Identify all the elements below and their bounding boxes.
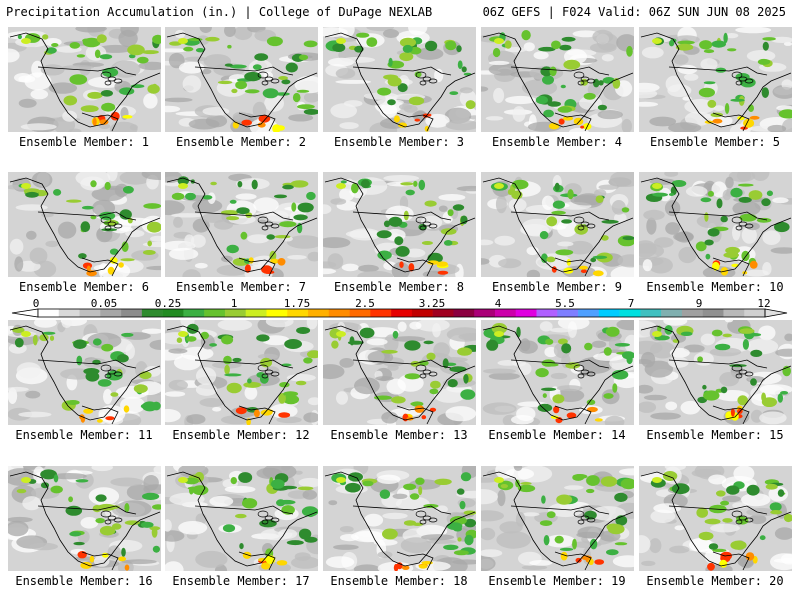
colorbar-tick-label: 4 <box>494 297 502 310</box>
colorbar-tick-label: 3.25 <box>418 297 446 310</box>
colorbar-tick-label: 0.05 <box>90 297 118 310</box>
ensemble-member-map <box>165 320 318 425</box>
member-label: Ensemble Member: 19 <box>488 574 626 588</box>
member-label: Ensemble Member: 15 <box>646 428 784 442</box>
colorbar-tick-label: 0.25 <box>154 297 182 310</box>
colorbar-swatch <box>38 309 60 317</box>
colorbar-tick-label: 1 <box>230 297 238 310</box>
colorbar-swatch <box>266 309 288 317</box>
colorbar-swatch <box>204 309 226 317</box>
colorbar-swatch <box>702 309 724 317</box>
member-label: Ensemble Member: 20 <box>646 574 784 588</box>
member-label: Ensemble Member: 12 <box>172 428 310 442</box>
colorbar-swatch <box>328 309 350 317</box>
colorbar-swatch <box>121 309 143 317</box>
colorbar-swatch <box>557 309 579 317</box>
ensemble-member-map <box>323 466 476 571</box>
ensemble-member-map <box>481 320 634 425</box>
colorbar-tick-label: 9 <box>695 297 703 310</box>
ensemble-member-map <box>323 27 476 132</box>
ensemble-member-map <box>323 320 476 425</box>
ensemble-member-map <box>639 27 792 132</box>
colorbar-swatch <box>744 309 766 317</box>
member-label: Ensemble Member: 4 <box>491 135 623 149</box>
member-label: Ensemble Member: 16 <box>15 574 153 588</box>
colorbar-swatch <box>58 309 80 317</box>
member-label: Ensemble Member: 14 <box>488 428 626 442</box>
ensemble-member-map <box>481 27 634 132</box>
ensemble-member-map <box>639 320 792 425</box>
colorbar-swatch <box>287 309 309 317</box>
colorbar-swatch <box>598 309 620 317</box>
member-label: Ensemble Member: 1 <box>18 135 150 149</box>
ensemble-member-map <box>8 320 161 425</box>
colorbar-swatch <box>661 309 683 317</box>
ensemble-member-map <box>481 172 634 277</box>
ensemble-member-map <box>165 466 318 571</box>
colorbar-swatch <box>578 309 600 317</box>
colorbar-swatch <box>681 309 703 317</box>
member-label: Ensemble Member: 2 <box>175 135 307 149</box>
colorbar-tick-label: 5.5 <box>555 297 575 310</box>
member-label: Ensemble Member: 17 <box>172 574 310 588</box>
colorbar-max-arrow <box>764 308 788 318</box>
colorbar-swatch <box>453 309 475 317</box>
member-label: Ensemble Member: 3 <box>333 135 465 149</box>
colorbar-tick-label: 0 <box>32 297 40 310</box>
colorbar-swatch <box>619 309 641 317</box>
ensemble-member-map <box>639 172 792 277</box>
colorbar-tick-label: 12 <box>757 297 771 310</box>
colorbar-swatch <box>723 309 745 317</box>
member-label: Ensemble Member: 18 <box>330 574 468 588</box>
colorbar-swatch <box>494 309 517 317</box>
member-label: Ensemble Member: 10 <box>646 280 784 294</box>
colorbar-swatch <box>536 309 558 317</box>
colorbar-swatch <box>308 309 330 317</box>
colorbar-swatch <box>141 309 163 317</box>
ensemble-member-map <box>8 466 161 571</box>
colorbar-swatch <box>100 309 122 317</box>
member-label: Ensemble Member: 13 <box>330 428 468 442</box>
ensemble-member-map <box>323 172 476 277</box>
ensemble-member-map <box>165 27 318 132</box>
colorbar-swatch <box>411 309 433 317</box>
colorbar-swatch <box>183 309 205 317</box>
member-label: Ensemble Member: 7 <box>175 280 307 294</box>
colorbar-min-arrow <box>11 308 39 318</box>
member-label: Ensemble Member: 9 <box>491 280 623 294</box>
ensemble-member-map <box>165 172 318 277</box>
colorbar-swatch <box>432 309 454 317</box>
colorbar-swatch <box>515 309 537 317</box>
colorbar-swatch <box>162 309 184 317</box>
colorbar-tick-label: 1.75 <box>283 297 311 310</box>
ensemble-member-map <box>8 172 161 277</box>
precipitation-colorbar <box>11 308 788 318</box>
member-label: Ensemble Member: 11 <box>15 428 153 442</box>
colorbar-swatch <box>391 309 413 317</box>
colorbar-tick-label: 2.5 <box>355 297 375 310</box>
colorbar-swatch <box>245 309 267 317</box>
member-label: Ensemble Member: 5 <box>649 135 781 149</box>
colorbar-swatch <box>79 309 101 317</box>
member-label: Ensemble Member: 8 <box>333 280 465 294</box>
colorbar-tick-label: 7 <box>627 297 635 310</box>
ensemble-member-map <box>639 466 792 571</box>
member-label: Ensemble Member: 6 <box>18 280 150 294</box>
ensemble-member-map <box>481 466 634 571</box>
colorbar-swatch <box>474 309 496 317</box>
product-title: Precipitation Accumulation (in.) | Colle… <box>6 5 433 19</box>
colorbar-swatch <box>370 309 392 317</box>
colorbar-swatch <box>224 309 247 317</box>
colorbar-swatch <box>349 309 371 317</box>
ensemble-member-map <box>8 27 161 132</box>
colorbar-swatch <box>640 309 662 317</box>
valid-time: 06Z GEFS | F024 Valid: 06Z SUN JUN 08 20… <box>482 5 786 19</box>
